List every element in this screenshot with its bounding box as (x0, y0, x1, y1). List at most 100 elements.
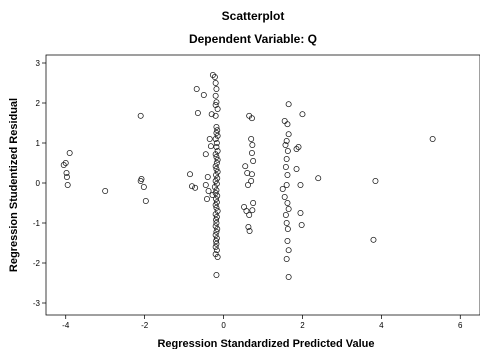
data-point (213, 204, 220, 211)
data-point (142, 198, 149, 204)
data-point (213, 187, 220, 194)
y-tick-label: -3 (33, 299, 41, 308)
data-point (285, 206, 292, 212)
data-point (212, 223, 219, 230)
data-point (248, 136, 255, 142)
y-tick-label: -1 (33, 219, 41, 228)
data-point (213, 180, 220, 187)
data-point (213, 154, 220, 160)
data-point (284, 172, 291, 178)
y-tick-label: 3 (36, 59, 41, 68)
data-point (246, 228, 253, 234)
data-point (213, 196, 220, 202)
data-point (429, 136, 436, 142)
data-point (245, 224, 252, 230)
data-point (212, 80, 219, 86)
data-points (60, 72, 436, 280)
x-axis: -4 -2 0 2 4 6 (62, 315, 463, 330)
data-point (285, 101, 292, 108)
y-tick-label: -2 (33, 259, 41, 268)
data-point (212, 92, 219, 99)
data-point (283, 256, 290, 262)
data-point (209, 192, 216, 198)
data-point (213, 166, 220, 172)
data-point (212, 136, 219, 142)
data-point (297, 210, 304, 216)
data-point (249, 207, 256, 214)
data-point (214, 208, 221, 214)
data-point (137, 112, 144, 119)
x-tick-label: 6 (458, 321, 463, 330)
data-point (66, 150, 73, 156)
data-point (140, 184, 147, 190)
data-point (213, 199, 220, 206)
data-point (242, 163, 249, 170)
x-tick-label: 0 (221, 321, 226, 330)
data-point (213, 99, 220, 106)
data-point (248, 115, 255, 122)
data-point (282, 142, 289, 148)
data-point (284, 238, 291, 244)
data-point (248, 178, 255, 184)
data-point (284, 200, 291, 206)
data-point (299, 111, 306, 118)
data-point (212, 178, 219, 184)
data-point (194, 110, 201, 116)
data-point (202, 182, 209, 188)
data-point (244, 170, 251, 176)
data-point (202, 151, 209, 158)
data-point (213, 247, 220, 254)
data-point (284, 121, 291, 128)
data-point (213, 160, 220, 166)
y-tick-label: 0 (36, 179, 41, 188)
data-point (285, 131, 292, 138)
data-point (214, 175, 221, 182)
data-point (212, 190, 219, 196)
x-tick-label: 4 (379, 321, 384, 330)
data-point (211, 184, 218, 190)
data-point (213, 130, 220, 136)
data-point (245, 182, 251, 188)
chart-title: Scatterplot (222, 9, 285, 23)
data-point (250, 158, 257, 164)
data-point (212, 151, 219, 158)
data-point (285, 247, 292, 254)
data-point (213, 216, 220, 223)
data-point (285, 274, 292, 280)
data-point (208, 111, 215, 118)
data-point (189, 183, 195, 190)
data-point (281, 194, 288, 200)
data-point (293, 166, 300, 172)
data-point (293, 146, 300, 152)
data-point (204, 174, 211, 180)
plot-frame (45, 54, 480, 316)
data-point (200, 92, 207, 98)
data-point (281, 118, 288, 124)
data-point (211, 74, 218, 80)
data-point (248, 150, 255, 156)
data-point (213, 240, 220, 247)
data-point (60, 162, 67, 168)
y-tick-label: 1 (36, 139, 41, 148)
data-point (212, 232, 219, 238)
data-point (283, 182, 290, 188)
data-point (297, 182, 304, 188)
data-point (246, 212, 253, 218)
data-point (214, 192, 221, 199)
data-point (283, 156, 290, 162)
data-point (284, 226, 291, 232)
data-point (213, 272, 220, 278)
data-point (248, 171, 255, 178)
data-point (282, 164, 289, 170)
data-point (192, 184, 199, 191)
data-point (213, 86, 220, 92)
data-point (214, 156, 221, 163)
data-point (214, 127, 221, 134)
data-point (283, 138, 290, 144)
data-point (284, 148, 291, 154)
data-point (187, 171, 193, 178)
x-tick-label: -4 (62, 321, 70, 330)
data-point (193, 86, 200, 92)
data-point (207, 143, 214, 150)
